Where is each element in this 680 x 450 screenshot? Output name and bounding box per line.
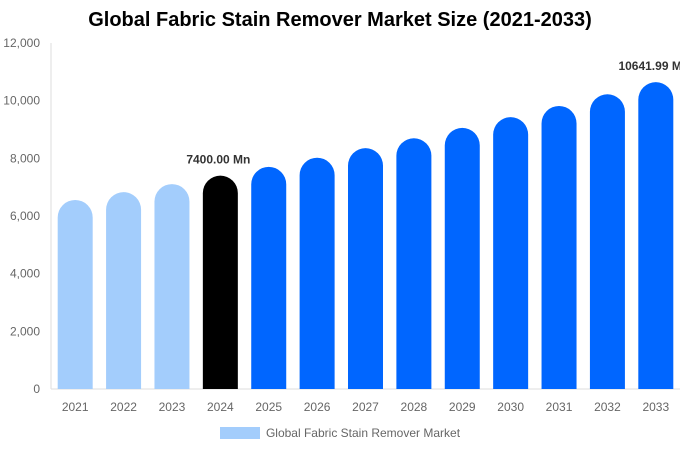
bar-2021 <box>57 199 93 389</box>
y-tick-label: 10,000 <box>3 94 40 108</box>
legend-label: Global Fabric Stain Remover Market <box>265 426 461 440</box>
x-tick-label: 2029 <box>449 400 476 414</box>
x-tick-label: 2021 <box>62 400 89 414</box>
y-tick-label: 0 <box>33 382 40 396</box>
bar-2026 <box>299 157 335 389</box>
bar-2029 <box>444 127 480 389</box>
bar-2028 <box>396 138 432 389</box>
legend: Global Fabric Stain Remover Market <box>0 426 680 440</box>
bar-2030 <box>493 117 529 390</box>
x-tick-label: 2023 <box>159 400 186 414</box>
x-tick-label: 2027 <box>352 400 379 414</box>
x-tick-label: 2030 <box>497 400 524 414</box>
x-tick-label: 2022 <box>110 400 137 414</box>
bar-2032 <box>589 94 625 390</box>
x-tick-label: 2028 <box>401 400 428 414</box>
y-tick-label: 8,000 <box>10 151 40 165</box>
bar-2025 <box>251 166 287 389</box>
x-tick-label: 2032 <box>594 400 621 414</box>
data-label-2024: 7400.00 Mn <box>186 153 250 167</box>
y-tick-label: 6,000 <box>10 209 40 223</box>
x-tick-label: 2031 <box>546 400 573 414</box>
x-tick-label: 2024 <box>207 400 234 414</box>
x-tick-label: 2025 <box>255 400 282 414</box>
data-label-2033: 10641.99 Mn <box>618 59 680 73</box>
chart-title: Global Fabric Stain Remover Market Size … <box>88 9 592 31</box>
bar-2023 <box>154 184 190 389</box>
bar-2024 <box>202 175 238 389</box>
x-tick-label: 2026 <box>304 400 331 414</box>
bar-2022 <box>106 192 142 389</box>
y-tick-label: 12,000 <box>3 36 40 50</box>
y-tick-label: 2,000 <box>10 324 40 338</box>
bar-2033 <box>638 82 674 390</box>
bar-2027 <box>348 148 383 389</box>
x-tick-label: 2033 <box>642 400 669 414</box>
y-tick-label: 4,000 <box>10 267 40 281</box>
bar-2031 <box>541 105 577 389</box>
legend-swatch <box>219 427 260 439</box>
